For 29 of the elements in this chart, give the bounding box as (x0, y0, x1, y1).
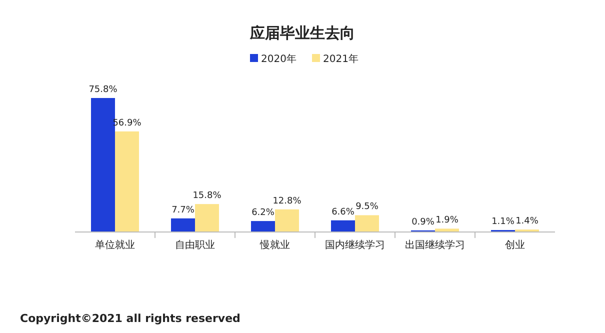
data-label: 15.8% (192, 191, 222, 202)
bar (331, 220, 355, 232)
bar (115, 131, 139, 232)
legend-label: 2020年 (261, 53, 296, 65)
x-tick-label: 自由职业 (175, 239, 215, 251)
bar (91, 98, 115, 232)
x-tick-label: 单位就业 (95, 239, 135, 251)
data-label: 1.4% (516, 216, 539, 227)
data-label: 12.8% (272, 196, 302, 206)
bar (251, 221, 275, 232)
data-label: 6.2% (252, 208, 275, 218)
bar (171, 218, 195, 232)
bar (195, 204, 219, 232)
data-label: 75.8% (88, 85, 118, 95)
bar (275, 209, 299, 232)
data-label: 6.6% (332, 207, 355, 218)
data-label: 1.9% (436, 216, 459, 226)
x-tick-label: 创业 (505, 239, 525, 251)
bar (355, 215, 379, 232)
data-label: 1.1% (492, 217, 515, 228)
chart-title: 应届毕业生去向 (249, 24, 355, 42)
legend-label: 2021年 (323, 53, 358, 65)
data-label: 7.7% (172, 205, 195, 216)
x-tick-label: 国内继续学习 (325, 239, 385, 251)
x-tick-label: 出国继续学习 (405, 239, 465, 251)
text: Copyright©2021 all rights reserved (20, 312, 240, 325)
data-label: 0.9% (412, 217, 435, 228)
x-tick-label: 慢就业 (259, 239, 290, 251)
data-label: 9.5% (356, 202, 379, 212)
